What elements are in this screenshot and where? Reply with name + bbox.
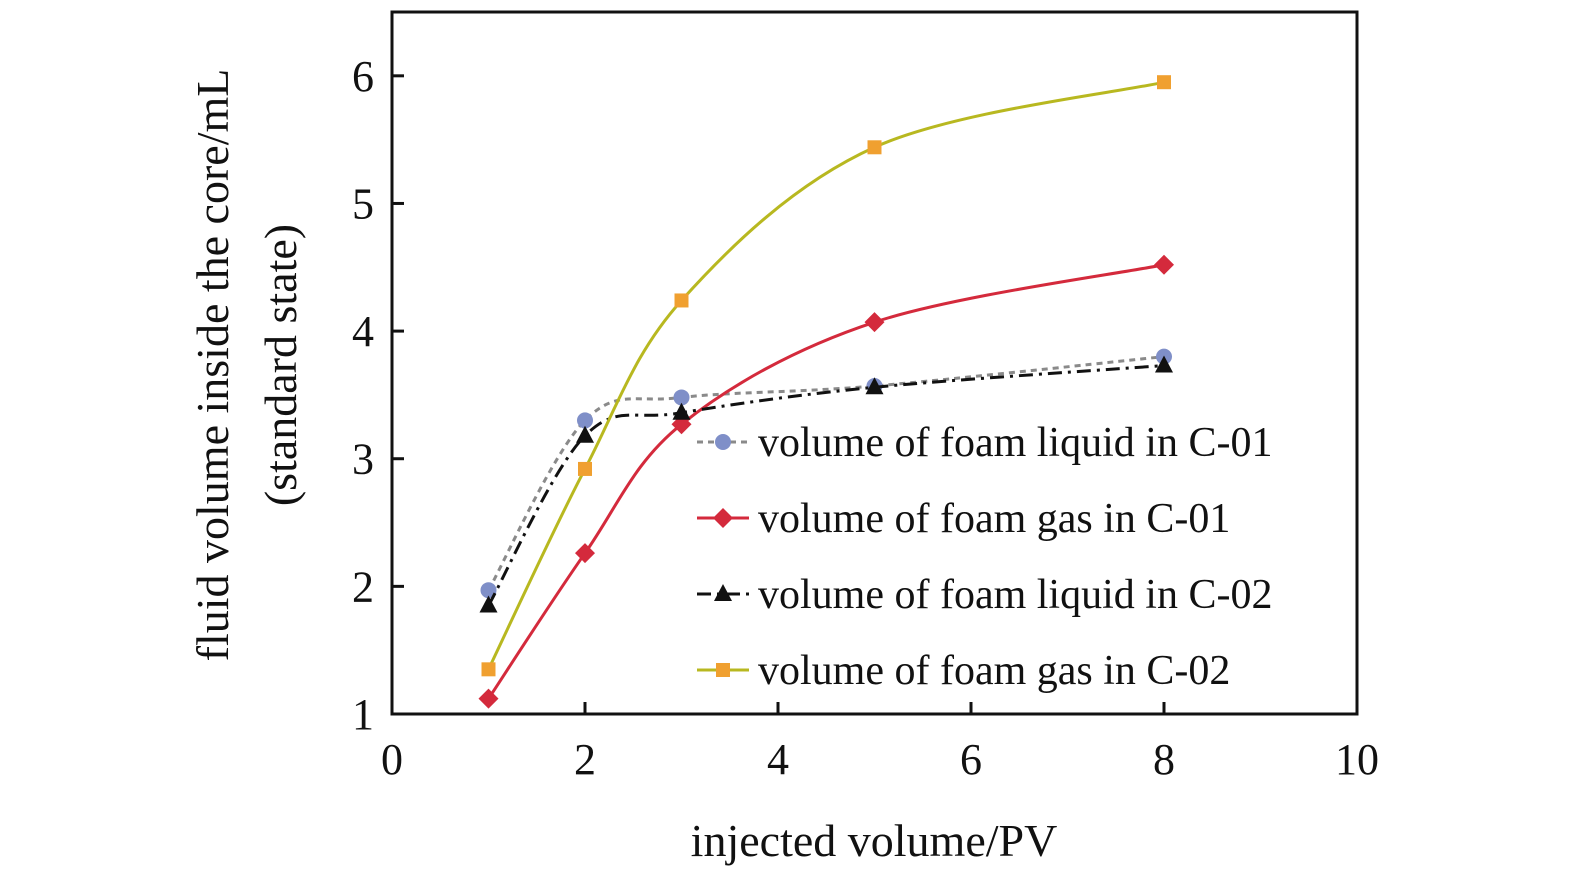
legend-label: volume of foam liquid in C-02 <box>758 572 1272 618</box>
legend-marker <box>714 584 732 601</box>
data-point <box>1157 75 1171 90</box>
data-point <box>864 312 885 333</box>
legend: volume of foam liquid in C-01 volume of f… <box>697 420 1272 694</box>
legend-marker <box>713 508 733 528</box>
y-axis-title-line-2: (standard state) <box>255 224 306 506</box>
x-tick-label: 0 <box>381 735 403 784</box>
series-volume-of-foam-gas-in-c-01 <box>478 254 1174 709</box>
series-line <box>487 355 1165 591</box>
y-tick-label: 5 <box>352 179 374 228</box>
data-point <box>481 662 496 677</box>
x-tick-label: 8 <box>1153 735 1175 784</box>
plot-area <box>478 75 1174 709</box>
series-line <box>487 364 1165 607</box>
data-point <box>479 595 498 613</box>
legend-item-volume-of-foam-liquid-in-c-02: volume of foam liquid in C-02 <box>697 572 1272 618</box>
data-point <box>575 543 595 564</box>
legend-item-volume-of-foam-gas-in-c-02: volume of foam gas in C-02 <box>697 648 1230 694</box>
x-tick-label: 2 <box>574 735 596 784</box>
series-volume-of-foam-gas-in-c-02 <box>481 75 1171 677</box>
y-tick-label: 6 <box>352 52 374 101</box>
y-tick-label: 2 <box>352 562 374 611</box>
data-point <box>1154 254 1174 275</box>
y-tick-label: 1 <box>352 690 374 739</box>
data-point <box>578 461 592 476</box>
data-point <box>865 377 884 395</box>
data-point <box>478 688 499 709</box>
series-volume-of-foam-liquid-in-c-01 <box>480 348 1172 599</box>
data-point <box>1155 355 1173 373</box>
legend-label: volume of foam gas in C-02 <box>758 648 1230 694</box>
legend-marker <box>716 663 730 677</box>
legend-item-volume-of-foam-liquid-in-c-01: volume of foam liquid in C-01 <box>697 420 1272 466</box>
legend-marker <box>715 434 731 450</box>
plot-frame <box>390 10 1359 716</box>
legend-label: volume of foam liquid in C-01 <box>758 420 1272 466</box>
data-point <box>672 402 691 420</box>
data-point <box>480 582 497 599</box>
data-point <box>674 293 689 308</box>
legend-label: volume of foam gas in C-01 <box>758 496 1230 542</box>
data-point <box>576 425 594 443</box>
legend-item-volume-of-foam-gas-in-c-01: volume of foam gas in C-01 <box>697 496 1230 542</box>
y-axis-title: fluid volume inside the core/mL (standar… <box>187 69 306 662</box>
series-line <box>487 263 1165 700</box>
data-point <box>867 140 882 155</box>
y-tick-label: 3 <box>352 435 374 484</box>
x-tick-label: 10 <box>1335 735 1379 784</box>
x-tick-label: 6 <box>960 735 982 784</box>
y-tick-label: 4 <box>352 307 374 356</box>
x-axis-title: injected volume/PV <box>691 815 1058 866</box>
x-tick-label: 4 <box>767 735 789 784</box>
data-point <box>673 389 690 406</box>
series-volume-of-foam-liquid-in-c-02 <box>479 355 1173 613</box>
data-point <box>577 412 593 429</box>
series-line <box>487 80 1165 670</box>
y-axis-title-line-1: fluid volume inside the core/mL <box>187 69 238 662</box>
